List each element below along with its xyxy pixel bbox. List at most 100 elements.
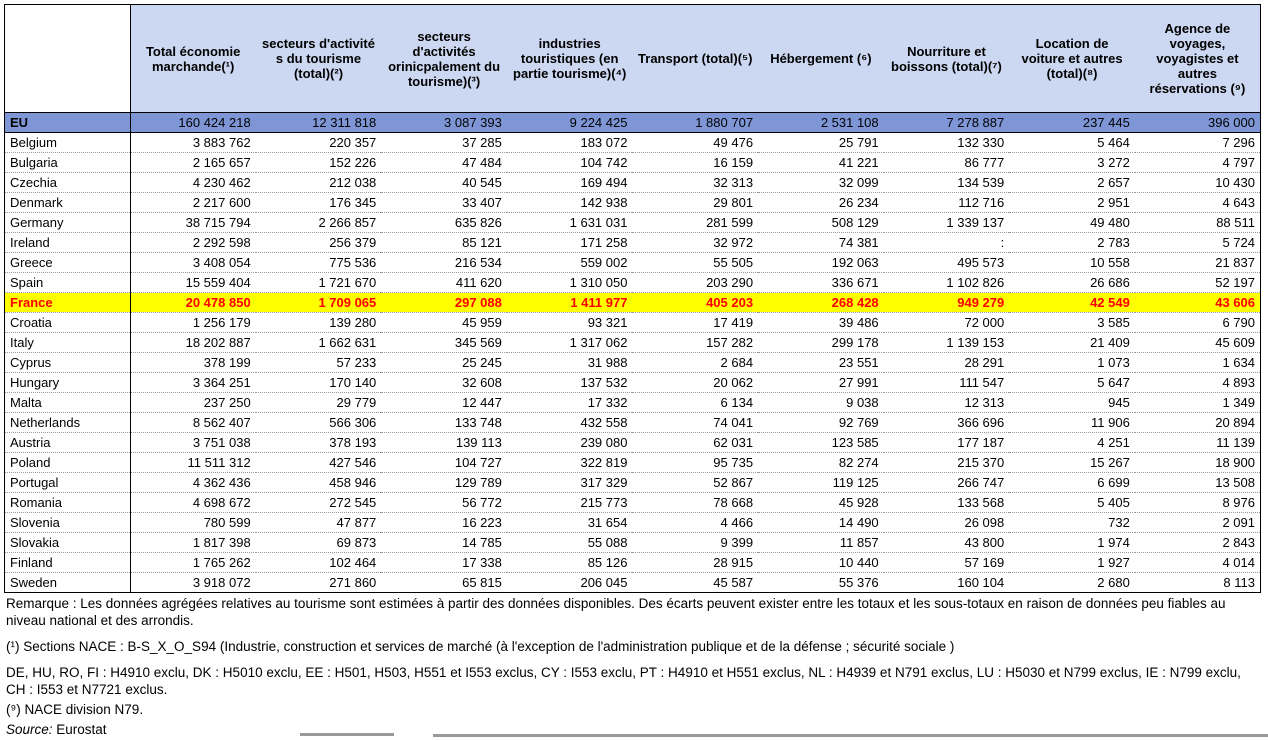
table-cell: 40 545 [462, 175, 502, 190]
table-cell: 74 041 [713, 415, 754, 430]
table-row-bulgaria: Bulgaria 2 165 657 152 226 47 484 104 742 16 … [4, 152, 1261, 173]
tourism-statistics-table-wrap: Total économie marchande(¹) secteurs d'ac… [4, 4, 1261, 593]
table-row-italy: Italy 18 202 887 1 662 631 345 569 1 317 062… [4, 332, 1261, 353]
table-cell: 8 113 [1223, 575, 1255, 590]
table-cell: 20 894 [1215, 415, 1255, 430]
table-cell: 170 140 [329, 375, 377, 390]
table-row-austria: Austria 3 751 038 378 193 139 113 239 080 62 … [4, 432, 1261, 453]
table-cell: 102 464 [329, 555, 377, 570]
table-cell: 12 313 [964, 395, 1005, 410]
table-cell: 17 332 [587, 395, 628, 410]
table-cell: 57 169 [964, 555, 1005, 570]
table-cell: 1 102 826 [946, 275, 1005, 290]
table-cell: 14 490 [838, 515, 879, 530]
column-header-5: Transport (total)(⁵) [632, 4, 759, 113]
table-cell: 1 631 031 [569, 215, 628, 230]
table-cell: 43 606 [1215, 295, 1255, 310]
footnote-nace-codes: DE, HU, RO, FI : H4910 exclu, DK : H5010… [6, 665, 1241, 697]
table-cell: 458 946 [329, 475, 377, 490]
table-cell: 215 370 [957, 455, 1005, 470]
table-cell: 4 362 436 [192, 475, 251, 490]
table-cell: 1 310 050 [569, 275, 628, 290]
table-cell: 945 [1108, 395, 1130, 410]
table-cell: 28 291 [964, 355, 1005, 370]
table-cell: 1 880 707 [695, 115, 754, 130]
table-cell: 378 193 [329, 435, 377, 450]
table-cell: 1 721 670 [318, 275, 377, 290]
table-cell: 6 134 [720, 395, 754, 410]
table-cell: 2 680 [1097, 575, 1130, 590]
country-name: Greece [4, 252, 131, 273]
table-cell: 192 063 [831, 255, 879, 270]
table-cell: 20 478 850 [185, 295, 251, 310]
table-cell: 1 139 153 [946, 335, 1005, 350]
table-cell: 432 558 [580, 415, 628, 430]
table-cell: 42 549 [1090, 295, 1130, 310]
table-cell: 396 000 [1208, 115, 1255, 130]
table-row-finland: Finland 1 765 262 102 464 17 338 85 126 28 91… [4, 552, 1261, 573]
table-cell: 508 129 [831, 215, 879, 230]
column-header-2: secteurs d'activité s du tourisme (total… [255, 4, 382, 113]
table-cell: 239 080 [580, 435, 628, 450]
table-row-spain: Spain 15 559 404 1 721 670 411 620 1 310 050… [4, 272, 1261, 293]
table-row-ireland: Ireland 2 292 598 256 379 85 121 171 258 32 9… [4, 232, 1261, 253]
table-cell: 11 906 [1091, 415, 1130, 430]
table-cell: 7 278 887 [946, 115, 1005, 130]
table-row-romania: Romania 4 698 672 272 545 56 772 215 773 78 6… [4, 492, 1261, 513]
country-name: Denmark [4, 192, 131, 213]
table-cell: 322 819 [580, 455, 628, 470]
table-cell: 345 569 [454, 335, 502, 350]
table-cell: 2 657 [1097, 175, 1130, 190]
table-cell: 6 699 [1097, 475, 1130, 490]
table-cell: 5 464 [1097, 135, 1130, 150]
table-cell: 3 364 251 [192, 375, 251, 390]
table-cell: 18 900 [1215, 455, 1255, 470]
table-cell: 41 221 [838, 155, 879, 170]
table-cell: 21 409 [1090, 335, 1130, 350]
table-cell: 56 772 [462, 495, 502, 510]
table-cell: 220 357 [329, 135, 377, 150]
table-cell: 2 783 [1097, 235, 1130, 250]
table-cell: 20 062 [713, 375, 754, 390]
country-name: Belgium [4, 132, 131, 153]
table-cell: 5 647 [1097, 375, 1130, 390]
table-cell: 78 668 [713, 495, 754, 510]
table-cell: 160 104 [957, 575, 1005, 590]
table-cell: 1 974 [1097, 535, 1130, 550]
table-cell: 559 002 [580, 255, 628, 270]
table-cell: 47 877 [336, 515, 377, 530]
table-cell: 281 599 [706, 215, 754, 230]
table-cell: 6 790 [1222, 315, 1255, 330]
table-cell: 4 698 672 [192, 495, 251, 510]
table-cell: 237 445 [1082, 115, 1130, 130]
source-label: Source: [6, 722, 53, 737]
table-row-germany: Germany 38 715 794 2 266 857 635 826 1 631 0… [4, 212, 1261, 233]
table-body: EU 160 424 218 12 311 818 3 087 393 9 224 42… [4, 112, 1261, 593]
table-row-greece: Greece 3 408 054 775 536 216 534 559 002 55 5… [4, 252, 1261, 273]
footnote-remark: Remarque : Les données agrégées relative… [6, 596, 1226, 628]
table-cell: 495 573 [957, 255, 1005, 270]
table-cell: 25 791 [838, 135, 879, 150]
tourism-table: Total économie marchande(¹) secteurs d'ac… [4, 4, 1261, 593]
table-cell: 45 959 [462, 315, 502, 330]
table-cell: 2 091 [1222, 515, 1255, 530]
table-cell: 5 405 [1097, 495, 1130, 510]
table-row-slovakia: Slovakia 1 817 398 69 873 14 785 55 088 9 399… [4, 532, 1261, 553]
table-cell: 566 306 [329, 415, 377, 430]
table-cell: 317 329 [580, 475, 628, 490]
table-cell: 139 280 [329, 315, 377, 330]
table-cell: 266 747 [957, 475, 1005, 490]
table-cell: 62 031 [713, 435, 754, 450]
table-cell: 7 296 [1222, 135, 1255, 150]
table-cell: 2 951 [1097, 195, 1130, 210]
table-cell: 16 223 [462, 515, 502, 530]
table-cell: 1 317 062 [569, 335, 628, 350]
table-cell: 55 088 [587, 535, 628, 550]
table-cell: 15 267 [1090, 455, 1130, 470]
table-row-netherlands: Netherlands 8 562 407 566 306 133 748 432 55… [4, 412, 1261, 433]
table-row-denmark: Denmark 2 217 600 176 345 33 407 142 938 29 8… [4, 192, 1261, 213]
table-cell: 11 857 [839, 535, 879, 550]
table-cell: 18 202 887 [185, 335, 251, 350]
table-cell: 29 801 [713, 195, 754, 210]
table-cell: 26 686 [1090, 275, 1130, 290]
